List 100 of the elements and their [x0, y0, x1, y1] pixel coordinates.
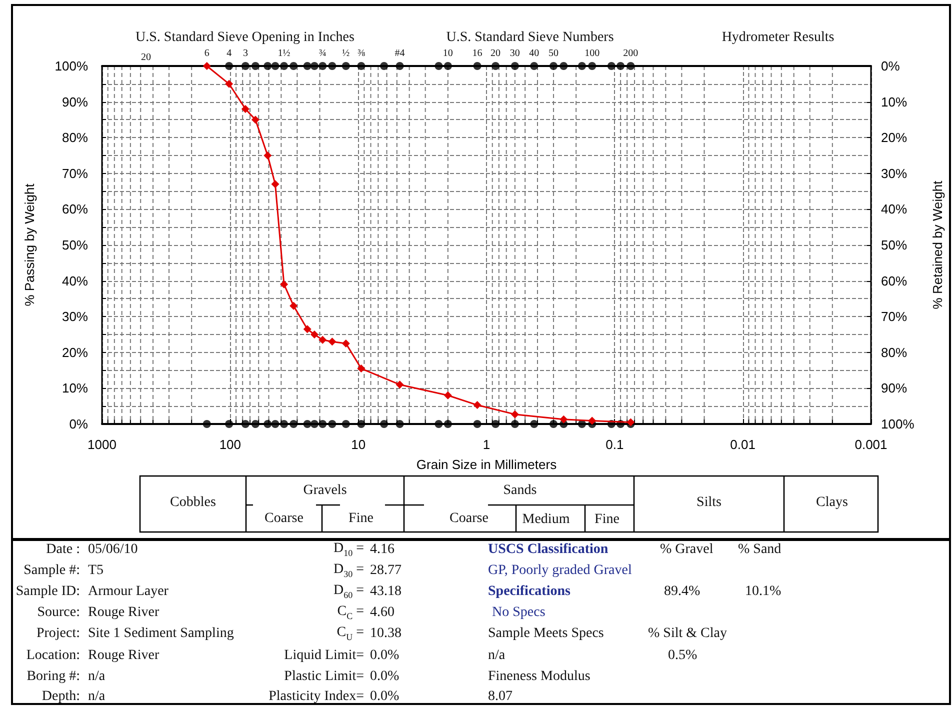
text: Project: [36, 626, 80, 641]
text: Fineness Modulus [488, 669, 590, 684]
text: D$_{30}$ = [333, 562, 364, 579]
x-tick-label: 10 [351, 437, 366, 452]
text: 20 [141, 52, 151, 63]
y2-tick-label: 100% [881, 416, 915, 432]
text: 28.77 [370, 563, 402, 578]
x-tick-label: 1 [482, 437, 490, 452]
annotation: 4 [226, 48, 232, 59]
text: 10.1% [745, 584, 782, 599]
text: Site 1 Sediment Sampling [88, 626, 234, 641]
y-tick-label: 40% [62, 273, 88, 288]
text: % Sand [738, 542, 782, 557]
text: Plasticity Index= [268, 689, 364, 704]
y2-tick-label: 30% [881, 166, 908, 181]
text: 89.4% [664, 584, 700, 599]
y-tick-label: 20% [62, 344, 88, 360]
text: n/a [488, 648, 506, 663]
annotation: ½ [342, 48, 350, 59]
text: C$_{U}$ = [336, 625, 364, 642]
text: 4.16 [370, 542, 394, 557]
annotation: 3 [242, 48, 248, 59]
text: Cobbles [170, 495, 216, 510]
text: No Specs [492, 605, 546, 620]
x-tick-label: 100 [219, 437, 242, 452]
text: n/a [88, 689, 106, 704]
annotation: 200 [623, 48, 638, 59]
text: T5 [88, 563, 104, 578]
annotation: #4 [394, 48, 405, 59]
x-tick-label: 0.1 [606, 437, 624, 452]
text: Rouge River [88, 605, 160, 620]
text: Coarse [264, 511, 304, 526]
text: Liquid Limit= [284, 648, 364, 663]
annotation: 40 [529, 48, 540, 59]
text: Specifications [488, 584, 570, 599]
annotation: 100 [584, 48, 600, 59]
text: Coarse [450, 511, 488, 526]
text: Sample ID: [16, 584, 80, 599]
text: Depth: [42, 689, 80, 704]
y-tick-label: 100% [54, 58, 88, 74]
x-tick-label: 0.001 [854, 437, 888, 452]
y-tick-label: 70% [62, 166, 88, 181]
source-note: Source: [37, 605, 80, 620]
y2-tick-label: 90% [881, 380, 908, 396]
text: Plastic Limit= [284, 669, 364, 684]
x-tick-label: 0.01 [730, 437, 756, 452]
text: Armour Layer [88, 584, 168, 599]
text: Sample Meets Specs [488, 626, 604, 641]
text: Hydrometer Results [722, 30, 834, 45]
text: USCS Classification [488, 542, 608, 557]
y2-tick-label: 40% [881, 202, 908, 217]
text: C$_{C}$ = [337, 604, 364, 621]
y2-tick-label: 10% [881, 94, 908, 110]
annotation: 50 [548, 48, 559, 59]
text: 0.0% [370, 669, 400, 684]
text: U.S. Standard Sieve Opening in Inches [136, 30, 354, 45]
text: D$_{10}$ = [333, 541, 364, 558]
x-axis-title: Grain Size in Millimeters [416, 457, 558, 472]
text: Date : [46, 542, 80, 557]
text: 0.5% [668, 648, 698, 663]
text: 05/06/10 [88, 542, 138, 557]
y-tick-label: 90% [62, 94, 88, 110]
y-tick-label: 30% [62, 309, 88, 324]
text: 0.0% [370, 648, 400, 663]
x-tick-label: 1000 [88, 437, 116, 452]
annotation: 10 [442, 48, 453, 59]
text: Location: [26, 648, 80, 663]
y-tick-label: 50% [62, 238, 88, 252]
text: 10.38 [370, 626, 402, 641]
text: Boring #: [26, 669, 80, 684]
text: 8.07 [488, 689, 512, 704]
y2-tick-label: 20% [881, 130, 908, 146]
text: Clays [816, 495, 848, 510]
y2-tick-label: 60% [881, 273, 908, 288]
y2-tick-label: 0% [881, 58, 900, 74]
text: 0.0% [370, 689, 400, 704]
text: 4.60 [370, 605, 394, 620]
annotation: ¾ [318, 48, 326, 59]
annotation: 30 [510, 48, 520, 59]
annotation: 20 [490, 48, 501, 59]
text: n/a [88, 669, 106, 684]
text: U.S. Standard Sieve Numbers [446, 30, 614, 45]
text: D$_{60}$ = [333, 583, 364, 600]
text: Medium [522, 512, 570, 527]
text: % Gravel [660, 542, 714, 557]
y-tick-label: 60% [62, 202, 88, 217]
text: 43.18 [370, 584, 402, 599]
text: Gravels [303, 483, 347, 498]
y-tick-label: 10% [62, 380, 88, 396]
annotation: 6 [204, 48, 210, 59]
text: Sands [503, 483, 537, 498]
annotation: 16 [472, 48, 482, 59]
annotation: ⅜ [357, 48, 365, 59]
text: % Silt & Clay [648, 626, 727, 641]
y-tick-label: 80% [62, 130, 88, 146]
text: GP, Poorly graded Gravel [488, 563, 632, 578]
y-axis-title: % Passing by Weight [22, 183, 37, 306]
text: Silts [696, 495, 722, 510]
text: Fine [594, 512, 620, 527]
y2-tick-label: 70% [881, 309, 908, 324]
